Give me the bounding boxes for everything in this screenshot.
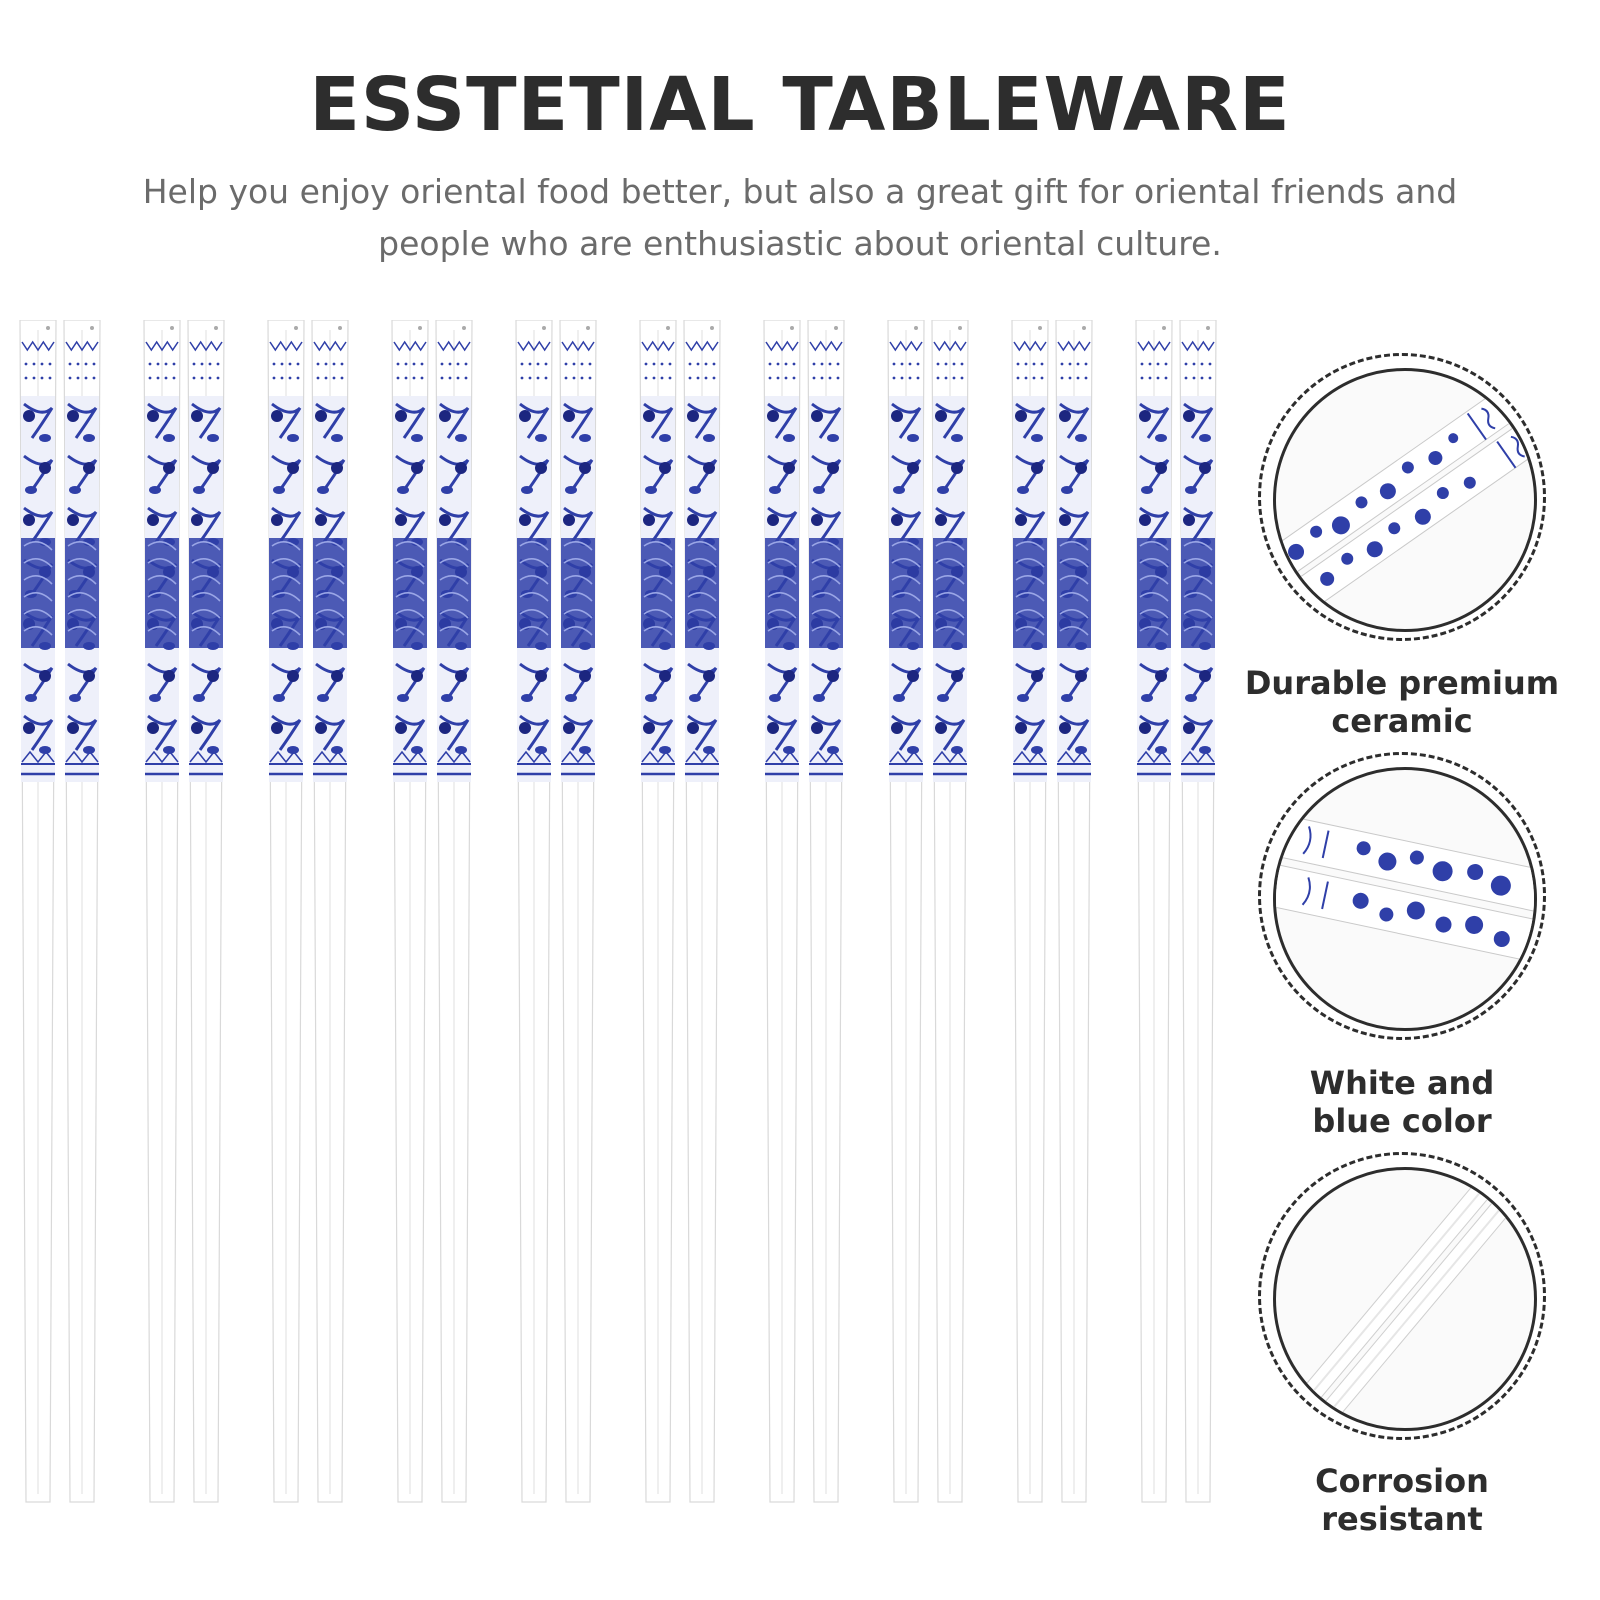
- chopstick: [143, 320, 181, 1503]
- floral-pattern: [517, 396, 551, 782]
- chopstick: [1179, 320, 1217, 1503]
- chopstick: [887, 320, 925, 1503]
- feature-label-color-line-1: White and: [1309, 1064, 1495, 1102]
- chopstick: [267, 320, 305, 1503]
- feature-circle-tips: [1258, 1152, 1546, 1440]
- floral-pattern: [189, 396, 223, 782]
- chopstick: [1135, 320, 1173, 1503]
- floral-pattern: [641, 396, 675, 782]
- feature-label-ceramic-line-1: Durable premium: [1244, 664, 1560, 702]
- chopstick: [515, 320, 553, 1503]
- chopstick: [435, 320, 473, 1503]
- pattern-closeup-icon: [1276, 811, 1534, 970]
- feature-circle-color: [1258, 752, 1546, 1040]
- floral-pattern: [1013, 396, 1047, 782]
- floral-pattern: [21, 396, 55, 782]
- chopstick: [311, 320, 349, 1503]
- chopstick-pair: [639, 320, 721, 1503]
- floral-pattern: [437, 396, 471, 782]
- chopstick-pair: [1011, 320, 1093, 1503]
- chopstick: [391, 320, 429, 1503]
- chopstick: [1055, 320, 1093, 1503]
- page-title: ESSTETIAL TABLEWARE: [309, 62, 1291, 148]
- subtitle-line-2: people who are enthusiastic about orient…: [378, 224, 1222, 263]
- chopsticks-set-image: [19, 320, 1217, 1503]
- chopstick: [559, 320, 597, 1503]
- floral-pattern: [1057, 396, 1091, 782]
- floral-pattern: [889, 396, 923, 782]
- floral-pattern: [1137, 396, 1171, 782]
- chopstick-pair: [1135, 320, 1217, 1503]
- chopstick: [763, 320, 801, 1503]
- subtitle: Help you enjoy oriental food better, but…: [80, 166, 1520, 270]
- chopstick: [807, 320, 845, 1503]
- feature-label-color: White and blue color: [1236, 1064, 1568, 1140]
- chopstick-pair: [143, 320, 225, 1503]
- feature-label-tips-line-1: Corrosion: [1315, 1462, 1489, 1500]
- chopstick-pair: [515, 320, 597, 1503]
- floral-pattern: [809, 396, 843, 782]
- chopstick-pair: [763, 320, 845, 1503]
- chopstick: [931, 320, 969, 1503]
- floral-pattern: [393, 396, 427, 782]
- chopstick: [19, 320, 57, 1503]
- feature-label-color-line-2: blue color: [1312, 1102, 1492, 1140]
- floral-pattern: [269, 396, 303, 782]
- feature-circle-ceramic: [1258, 353, 1546, 641]
- ceramic-closeup-icon: [1276, 371, 1534, 628]
- floral-pattern: [1181, 396, 1215, 782]
- tips-closeup-icon: [1286, 1170, 1529, 1428]
- floral-pattern: [933, 396, 967, 782]
- floral-pattern: [65, 396, 99, 782]
- chopstick: [63, 320, 101, 1503]
- floral-pattern: [561, 396, 595, 782]
- floral-pattern: [765, 396, 799, 782]
- chopstick-pair: [391, 320, 473, 1503]
- chopstick: [1011, 320, 1049, 1503]
- feature-label-ceramic: Durable premium ceramic: [1236, 664, 1568, 740]
- subtitle-line-1: Help you enjoy oriental food better, but…: [142, 172, 1458, 211]
- feature-label-ceramic-line-2: ceramic: [1331, 702, 1473, 740]
- feature-label-tips: Corrosion resistant: [1236, 1462, 1568, 1538]
- chopstick: [187, 320, 225, 1503]
- chopstick-pair: [267, 320, 349, 1503]
- chopstick: [639, 320, 677, 1503]
- chopstick: [683, 320, 721, 1503]
- floral-pattern: [685, 396, 719, 782]
- floral-pattern: [313, 396, 347, 782]
- feature-label-tips-line-2: resistant: [1321, 1500, 1483, 1538]
- chopstick-pair: [19, 320, 101, 1503]
- floral-pattern: [145, 396, 179, 782]
- chopstick-pair: [887, 320, 969, 1503]
